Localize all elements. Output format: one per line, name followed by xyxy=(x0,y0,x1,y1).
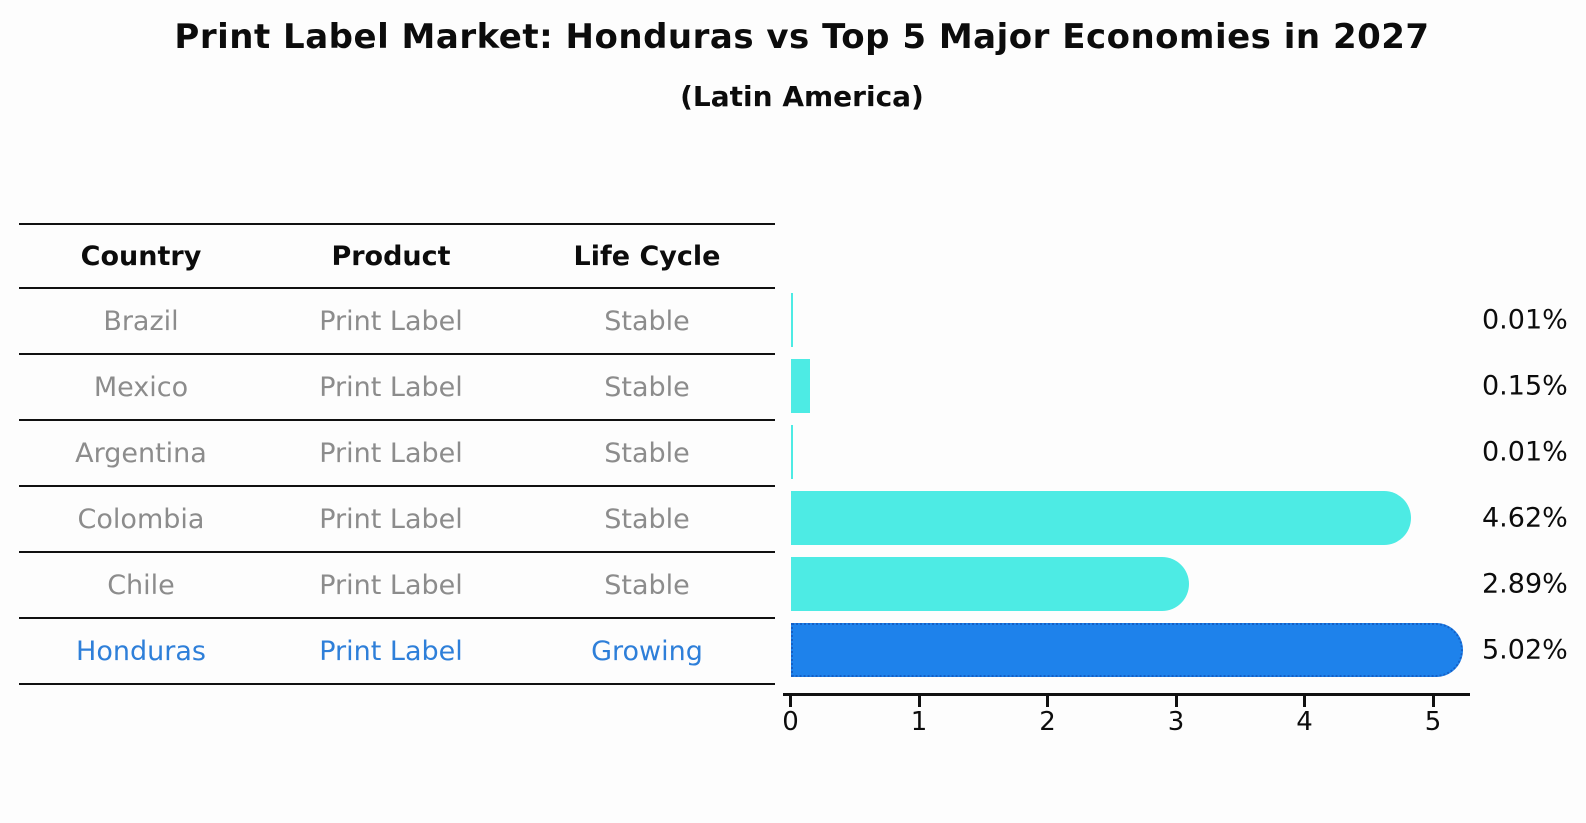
column-header-life-cycle: Life Cycle xyxy=(573,240,721,272)
cell-product: Print Label xyxy=(319,437,463,469)
cell-product: Print Label xyxy=(319,635,463,667)
bar-honduras xyxy=(790,623,1463,677)
bar-colombia xyxy=(790,491,1412,545)
table-row: Mexico Print Label Stable xyxy=(19,355,775,421)
cell-life-cycle: Stable xyxy=(604,305,690,337)
table-header-row: Country Product Life Cycle xyxy=(19,225,775,289)
x-axis-tick xyxy=(1303,694,1306,707)
x-axis-tick-label: 2 xyxy=(1039,707,1056,737)
table-row: Chile Print Label Stable xyxy=(19,553,775,619)
table-row: Brazil Print Label Stable xyxy=(19,289,775,355)
cell-country: Brazil xyxy=(103,305,179,337)
bar-value-label: 0.01% xyxy=(1482,304,1568,336)
cell-country: Mexico xyxy=(93,371,189,403)
column-header-country: Country xyxy=(80,240,202,272)
table-row-highlight-honduras: Honduras Print Label Growing xyxy=(19,619,775,685)
x-axis-line xyxy=(783,693,1470,696)
bar-brazil xyxy=(790,293,793,347)
country-table: Country Product Life Cycle Brazil Print … xyxy=(19,223,775,685)
x-axis-tick-label: 1 xyxy=(910,707,928,737)
cell-product: Print Label xyxy=(319,503,463,535)
bar-value-label: 0.01% xyxy=(1482,436,1568,468)
x-axis-tick-label: 5 xyxy=(1424,707,1442,737)
chart-subtitle: (Latin America) xyxy=(680,80,924,113)
x-axis-tick xyxy=(1174,694,1178,707)
cell-life-cycle: Stable xyxy=(604,569,690,601)
cell-product: Print Label xyxy=(319,569,463,601)
table-row: Colombia Print Label Stable xyxy=(19,487,775,553)
table-row: Argentina Print Label Stable xyxy=(19,421,775,487)
x-axis-tick xyxy=(917,694,921,707)
column-header-product: Product xyxy=(331,240,451,272)
x-axis-tick-label: 4 xyxy=(1296,707,1313,737)
cell-country: Colombia xyxy=(77,503,205,535)
bar-value-label: 4.62% xyxy=(1482,502,1568,534)
cell-product: Print Label xyxy=(319,371,463,403)
bar-value-label: 5.02% xyxy=(1482,634,1568,666)
bar-mexico xyxy=(790,359,810,413)
x-axis-tick xyxy=(789,694,792,707)
cell-life-cycle: Stable xyxy=(604,503,690,535)
cell-product: Print Label xyxy=(319,305,463,337)
cell-life-cycle: Stable xyxy=(604,371,690,403)
cell-country: Chile xyxy=(107,569,175,601)
cell-life-cycle: Growing xyxy=(591,635,703,667)
bar-value-label: 0.15% xyxy=(1482,370,1568,402)
bar-chile xyxy=(790,557,1189,611)
bar-value-label: 2.89% xyxy=(1482,568,1568,600)
x-axis-tick-label: 0 xyxy=(782,707,799,737)
x-axis-tick xyxy=(1046,694,1049,707)
cell-country: Argentina xyxy=(75,437,207,469)
x-axis-tick xyxy=(1431,694,1435,707)
x-axis-tick-label: 3 xyxy=(1167,707,1185,737)
chart-title: Print Label Market: Honduras vs Top 5 Ma… xyxy=(174,17,1430,57)
bar-argentina xyxy=(790,425,793,479)
cell-country: Honduras xyxy=(76,635,206,667)
cell-life-cycle: Stable xyxy=(604,437,690,469)
